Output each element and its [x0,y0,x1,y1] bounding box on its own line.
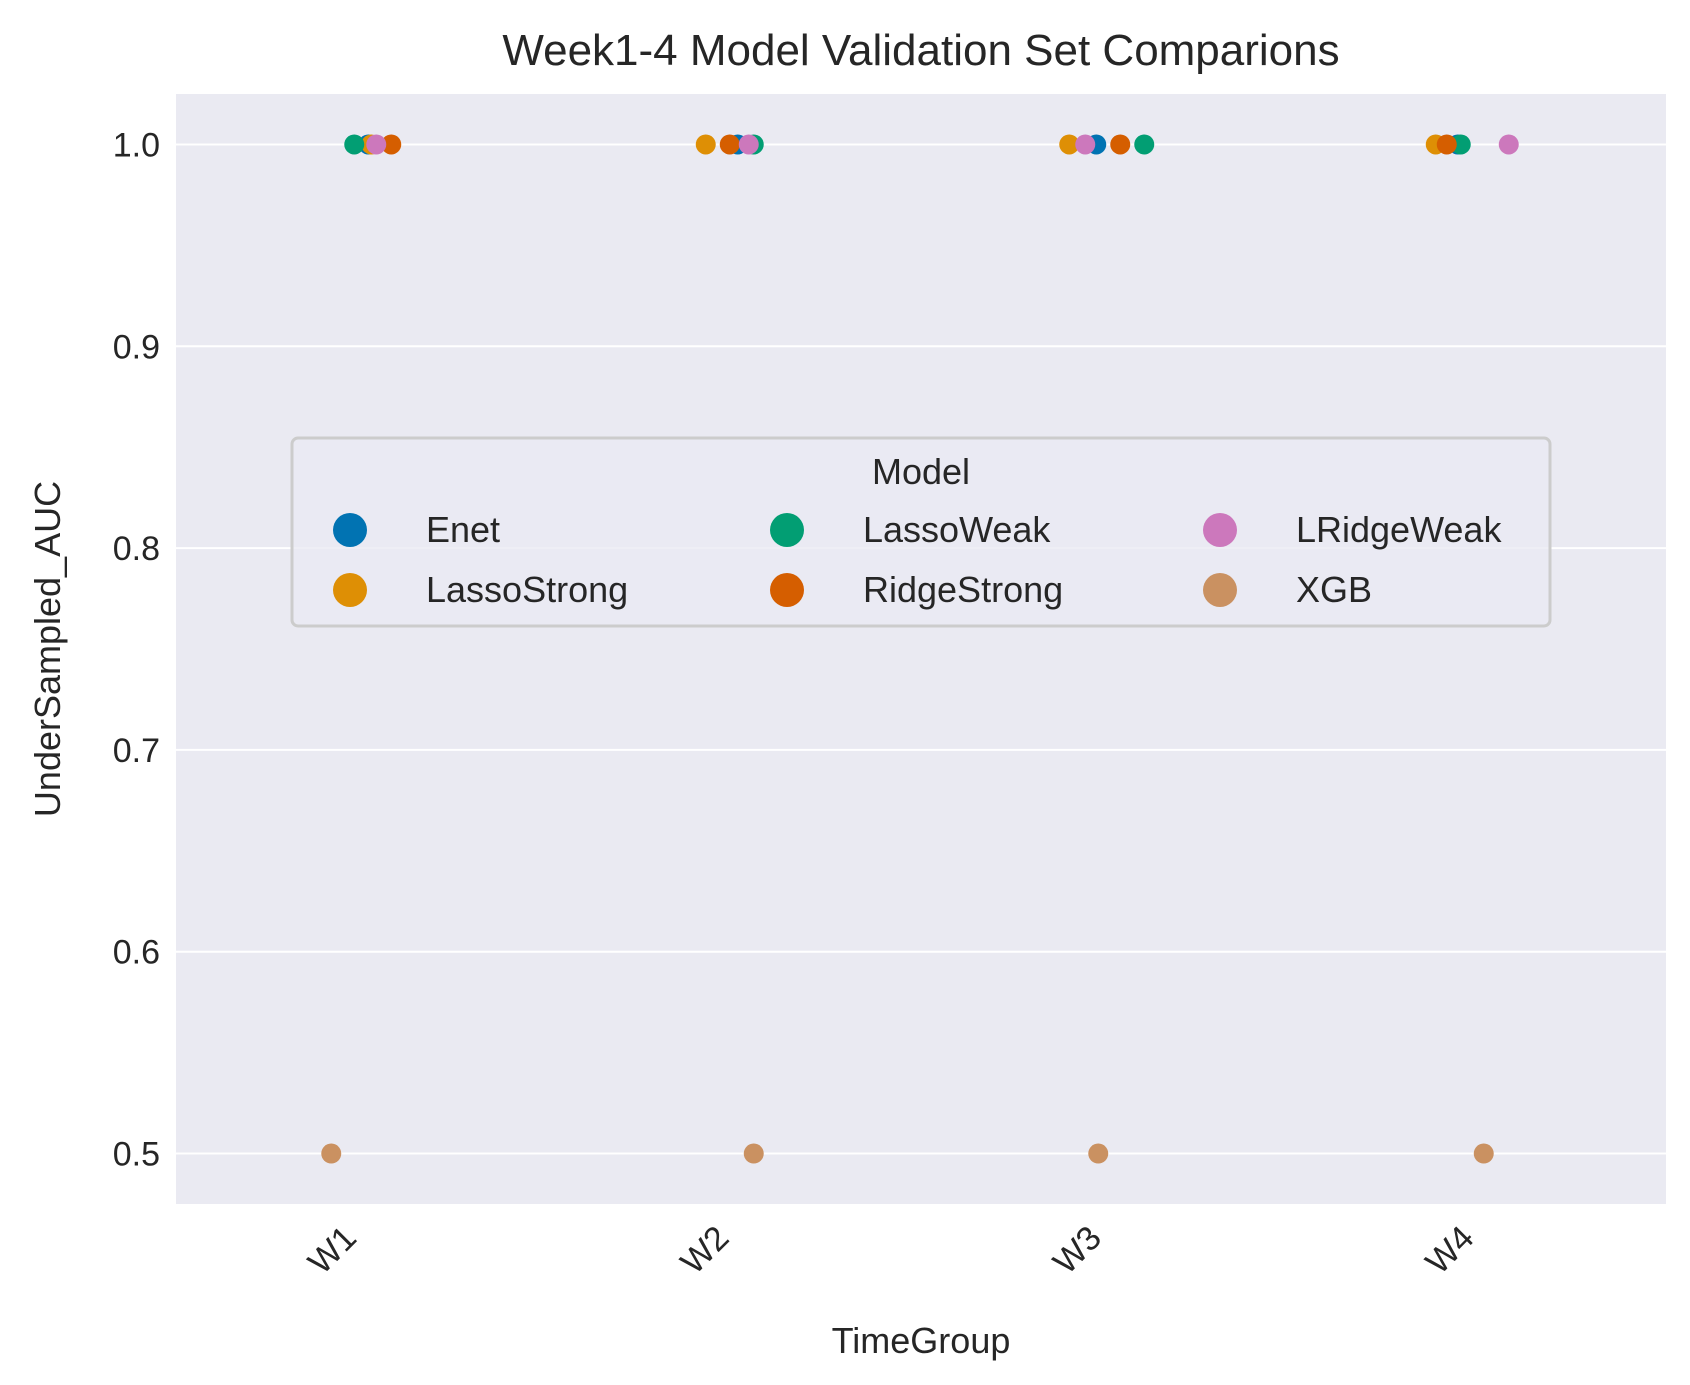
legend-item-xgb: XGB [1203,569,1372,610]
point-lridgeweak-w2 [738,134,759,155]
y-tick-label: 0.8 [113,530,160,568]
legend-label: LRidgeWeak [1296,509,1502,550]
legend-marker [1203,513,1237,547]
legend-title: Model [872,451,970,492]
legend-item-lassostrong: LassoStrong [333,569,628,610]
plot-area [176,94,1666,1204]
point-lassostrong-w3 [1059,134,1080,155]
legend-marker [333,513,367,547]
point-lridgeweak-w1 [366,134,387,155]
legend-label: LassoWeak [863,509,1051,550]
y-axis-label: UnderSampled_AUC [27,481,68,817]
legend-marker [333,573,367,607]
point-lassoweak-w4 [1450,134,1471,155]
legend-item-enet: Enet [333,509,500,550]
legend-label: RidgeStrong [863,569,1063,610]
legend-item-lridgeweak: LRidgeWeak [1203,509,1502,550]
point-ridgestrong-w3 [1110,134,1131,155]
y-tick-label: 0.7 [113,732,160,770]
legend-marker [770,573,804,607]
point-lassostrong-w2 [695,134,716,155]
legend: Model Enet LassoStrong LassoWeak RidgeStron… [290,436,1552,628]
y-tick-label: 0.6 [113,934,160,972]
point-lassoweak-w3 [1134,134,1155,155]
legend-marker [1203,573,1237,607]
legend-label: Enet [426,509,500,550]
legend-item-lassoweak: LassoWeak [770,509,1051,550]
x-tick-label: W1 [301,1219,364,1282]
legend-label: XGB [1296,569,1372,610]
point-ridgestrong-w2 [719,134,740,155]
x-axis-label: TimeGroup [832,1320,1011,1361]
y-tick-label: 1.0 [113,126,160,164]
point-xgb-w1 [321,1143,342,1164]
x-tick-labels: W1 W2 W3 W4 [301,1219,1481,1282]
x-tick-label: W3 [1046,1219,1109,1282]
point-xgb-w3 [1088,1143,1109,1164]
point-lassoweak-w1 [344,134,365,155]
x-tick-label: W2 [673,1219,736,1282]
chart-title: Week1-4 Model Validation Set Comparions [502,26,1339,75]
legend-item-ridgestrong: RidgeStrong [770,569,1063,610]
y-tick-label: 0.9 [113,328,160,366]
point-ridgestrong-w1 [381,134,402,155]
point-lridgeweak-w3 [1075,134,1096,155]
point-xgb-w4 [1473,1143,1494,1164]
legend-label: LassoStrong [426,569,628,610]
point-xgb-w2 [743,1143,764,1164]
data-points [321,134,1519,1164]
legend-marker [770,513,804,547]
point-lridgeweak-w4 [1498,134,1519,155]
y-tick-label: 0.5 [113,1136,160,1174]
point-ridgestrong-w4 [1436,134,1457,155]
y-tick-labels: 0.5 0.6 0.7 0.8 0.9 1.0 [113,126,160,1173]
legend-frame [290,436,1552,628]
x-tick-label: W4 [1418,1219,1481,1282]
